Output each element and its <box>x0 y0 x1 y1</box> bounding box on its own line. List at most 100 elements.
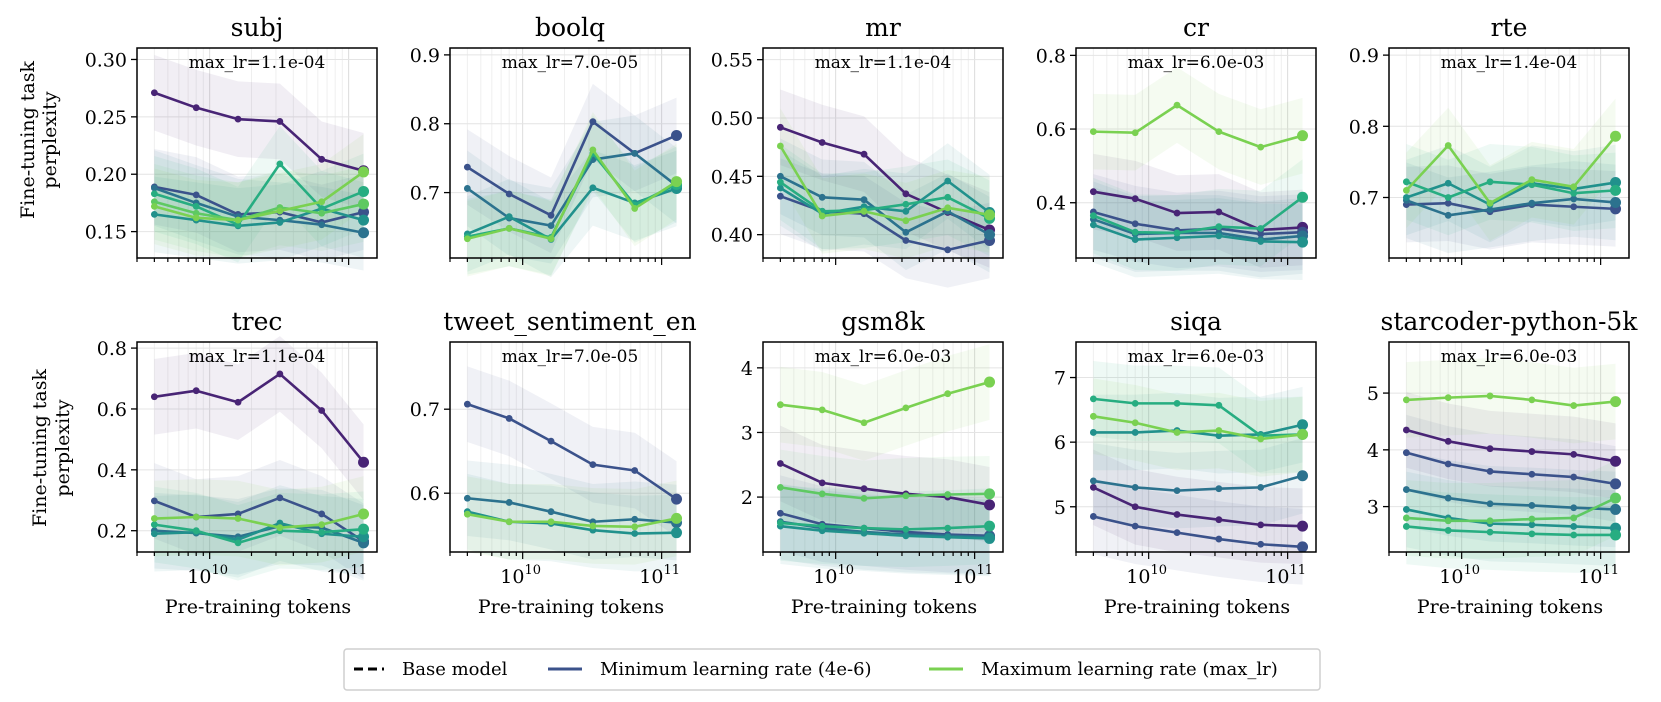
data-point-lr1 <box>860 485 868 493</box>
data-point-lr2 <box>505 190 513 198</box>
ylabel-row1-line2: perplexity <box>39 91 61 188</box>
data-point-lr4 <box>1089 221 1097 229</box>
data-point-lr5 <box>1131 399 1139 407</box>
data-point-lr4 <box>1402 506 1410 513</box>
data-point-max_lr <box>631 205 639 212</box>
data-point-max_lr <box>276 207 284 215</box>
data-point-lr3 <box>1486 206 1494 213</box>
chart-panel-mr: 0.40 0.45 0.50 0.55 mr max_lr=1.1e-04 <box>711 13 1004 288</box>
data-point-lr4 <box>1131 429 1139 436</box>
chart-panel-tweet_sentiment_en: 0.6 0.7 1010 1011 tweet_sentiment_en max_lr=7… <box>410 307 697 588</box>
data-point-lr1 <box>192 104 200 112</box>
legend-frame <box>343 648 1321 691</box>
series-line-lr2 <box>153 496 365 543</box>
data-point-lr4 <box>1257 238 1265 245</box>
data-point-max_lr <box>1444 142 1452 149</box>
data-point-lr1 <box>1215 208 1223 216</box>
series-line-max_lr <box>1093 103 1303 149</box>
data-point-lr2 <box>1131 220 1139 228</box>
data-point-max_lr <box>1257 143 1265 151</box>
data-point-max_lr <box>1173 101 1181 109</box>
data-point-lr2 <box>1257 540 1265 548</box>
series-line-lr5 <box>1093 397 1303 437</box>
y-tick-label: 0.6 <box>410 483 440 505</box>
data-point-max_lr <box>1089 412 1097 420</box>
chart-panel-trec: 0.2 0.4 0.6 0.8 1010 1011 trec max_lr=1.1e-04 <box>97 307 378 588</box>
data-point-max_lr <box>1215 427 1223 434</box>
data-point-lr3 <box>1131 483 1139 491</box>
data-point-max_lr <box>902 217 910 225</box>
series-line-lr1 <box>1093 190 1303 232</box>
y-tick-label: 4 <box>741 358 753 380</box>
data-point-lr3 <box>463 494 471 502</box>
data-point-max_lr <box>1297 130 1309 142</box>
data-point-lr1 <box>192 387 200 395</box>
series-line-lr3 <box>1093 474 1303 492</box>
axes-frame <box>449 341 691 553</box>
data-point-lr5 <box>1444 527 1452 534</box>
data-point-lr1 <box>1297 520 1309 532</box>
data-point-lr3 <box>358 227 370 239</box>
xlabel-3: Pre-training tokens <box>791 596 977 618</box>
data-point-lr4 <box>944 177 952 185</box>
y-tick-label: 3 <box>1367 497 1379 519</box>
data-point-lr2 <box>776 192 784 200</box>
data-point-lr3 <box>1173 487 1181 495</box>
data-point-lr5 <box>902 200 910 208</box>
data-point-lr4 <box>1215 432 1223 440</box>
data-point-max_lr <box>1444 394 1452 402</box>
panels-group: 0.150.200.250.30subjmax_lr=1.1e-040.70.8… <box>85 13 1639 588</box>
data-point-lr5 <box>776 178 784 186</box>
data-point-lr1 <box>1173 511 1181 518</box>
series-band-lr2 <box>154 149 364 261</box>
data-point-lr5 <box>1570 531 1578 539</box>
data-point-lr5 <box>818 522 826 530</box>
data-point-max_lr <box>547 518 555 526</box>
series-band-lr2 <box>1093 478 1303 585</box>
series-line-max_lr <box>154 170 365 222</box>
data-point-max_lr <box>463 510 471 518</box>
data-point-max_lr <box>631 523 639 531</box>
series-line-lr1 <box>153 91 364 173</box>
series-band-lr6 <box>780 449 990 537</box>
chart-title: cr <box>1183 13 1209 42</box>
series-band-lr3 <box>1093 437 1303 529</box>
x-tick-label: 1010 <box>500 563 541 588</box>
data-point-lr4 <box>589 184 597 192</box>
series-band-lr3 <box>467 460 677 561</box>
data-point-lr4 <box>902 532 910 540</box>
series-line-lr1 <box>779 462 990 507</box>
series-line-lr3 <box>467 496 677 524</box>
data-point-lr4 <box>1173 234 1181 242</box>
x-tick-label: 1011 <box>326 563 367 588</box>
data-point-max_lr <box>1570 183 1578 191</box>
y-tick-label: 0.15 <box>85 222 127 244</box>
chart-panel-cr: 0.4 0.6 0.8 cr max_lr=6.0e-03 <box>1036 13 1317 280</box>
data-point-lr2 <box>1444 460 1452 468</box>
data-point-max_lr <box>944 204 952 212</box>
data-point-lr3 <box>631 515 639 523</box>
series-band-lr1 <box>780 425 990 543</box>
data-point-lr5 <box>1486 178 1494 186</box>
data-point-max_lr <box>818 406 826 414</box>
data-point-lr5 <box>944 193 952 201</box>
series-line-lr5 <box>154 523 364 545</box>
data-point-max_lr <box>818 212 826 220</box>
data-point-lr2 <box>1257 230 1265 238</box>
data-point-lr1 <box>1215 516 1223 524</box>
series-line-lr2 <box>466 120 678 217</box>
series-line-lr4 <box>1093 423 1303 437</box>
data-point-lr1 <box>150 393 158 401</box>
axes-frame <box>1388 341 1630 553</box>
data-point-max_lr <box>589 146 597 154</box>
y-tick-label: 0.4 <box>1036 193 1066 215</box>
data-point-lr2 <box>1089 513 1097 520</box>
y-tick-label: 0.2 <box>97 521 127 543</box>
data-point-lr2 <box>1528 470 1536 478</box>
y-tick-label: 0.9 <box>410 45 440 67</box>
data-point-lr2 <box>944 246 952 254</box>
data-point-max_lr <box>1173 429 1181 436</box>
y-tick-label: 0.8 <box>1349 116 1379 138</box>
y-tick-label: 0.25 <box>85 107 127 129</box>
